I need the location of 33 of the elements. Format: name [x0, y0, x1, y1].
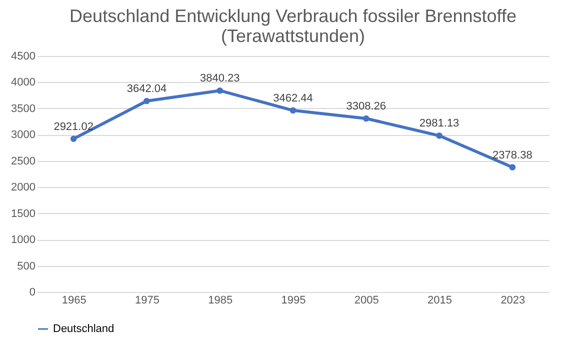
point [362, 115, 370, 122]
x-tick-label: 2023 [500, 294, 526, 306]
x-tick-label: 1995 [281, 294, 306, 306]
data-label: 3462.44 [273, 92, 313, 104]
data-label: 3642.04 [126, 82, 167, 95]
y-tick-label: 4500 [11, 50, 36, 62]
y-tick-label: 500 [17, 260, 36, 272]
x-tick-label: 2015 [428, 294, 452, 306]
y-tick-label: 0 [29, 286, 36, 298]
point [144, 98, 150, 104]
point [290, 107, 296, 114]
x-tick-label: 1965 [62, 294, 86, 306]
y-tick-label: 1500 [11, 208, 36, 220]
point [436, 132, 442, 139]
data-label: 2981.13 [419, 118, 460, 130]
x-tick-label: 1985 [208, 294, 233, 306]
point [216, 87, 224, 94]
y-tick-label: 3500 [11, 102, 36, 115]
legend-label: Deutschland [53, 323, 114, 335]
x-tick-label: 2005 [354, 294, 379, 306]
y-tick-label: 2000 [11, 182, 36, 194]
point [70, 136, 77, 142]
x-tick-label: 1975 [134, 294, 160, 306]
y-tick-label: 2500 [11, 155, 36, 168]
data-label: 3308.26 [346, 100, 386, 112]
data-label: 2921.02 [54, 120, 94, 133]
chart-title: Deutschland Entwicklung Verbrauch fossiler Brennstoffe (Terawattstunden) [70, 6, 516, 46]
y-tick-label: 3000 [11, 129, 36, 142]
data-label: 2378.38 [492, 149, 532, 162]
point [509, 164, 516, 170]
y-tick-label: 4000 [11, 76, 36, 89]
y-tick-label: 1000 [11, 234, 36, 246]
data-label: 3840.23 [200, 72, 240, 85]
